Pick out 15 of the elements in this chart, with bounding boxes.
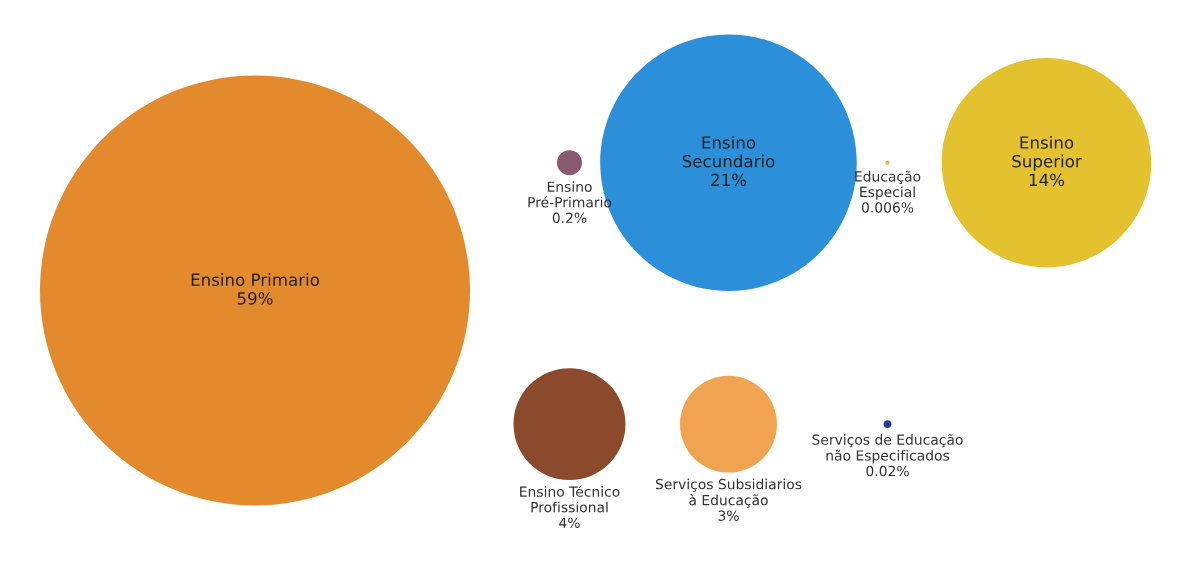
- category-label: Ensino Primario: [191, 273, 320, 286]
- data-label: 3%: [718, 510, 739, 521]
- data-label: 14%: [1029, 173, 1065, 187]
- category-label: Ensino Técnico Profissional: [520, 485, 620, 513]
- category-label: Ensino Superior: [1012, 135, 1082, 171]
- data-label: 4%: [559, 517, 580, 528]
- data-label: 0.2%: [552, 212, 587, 224]
- data-label: 0.02%: [866, 465, 909, 477]
- category-label: Serviços de Educação não Especificados: [812, 433, 963, 464]
- data-label: 0.006%: [861, 202, 914, 213]
- category-label: Educação Especial: [855, 170, 921, 200]
- data-label: 21%: [711, 173, 747, 187]
- category-label: Ensino Secundario: [682, 135, 775, 168]
- data-label: 59%: [237, 292, 273, 305]
- category-label: Serviços Subsidiarios à Educação: [655, 478, 802, 508]
